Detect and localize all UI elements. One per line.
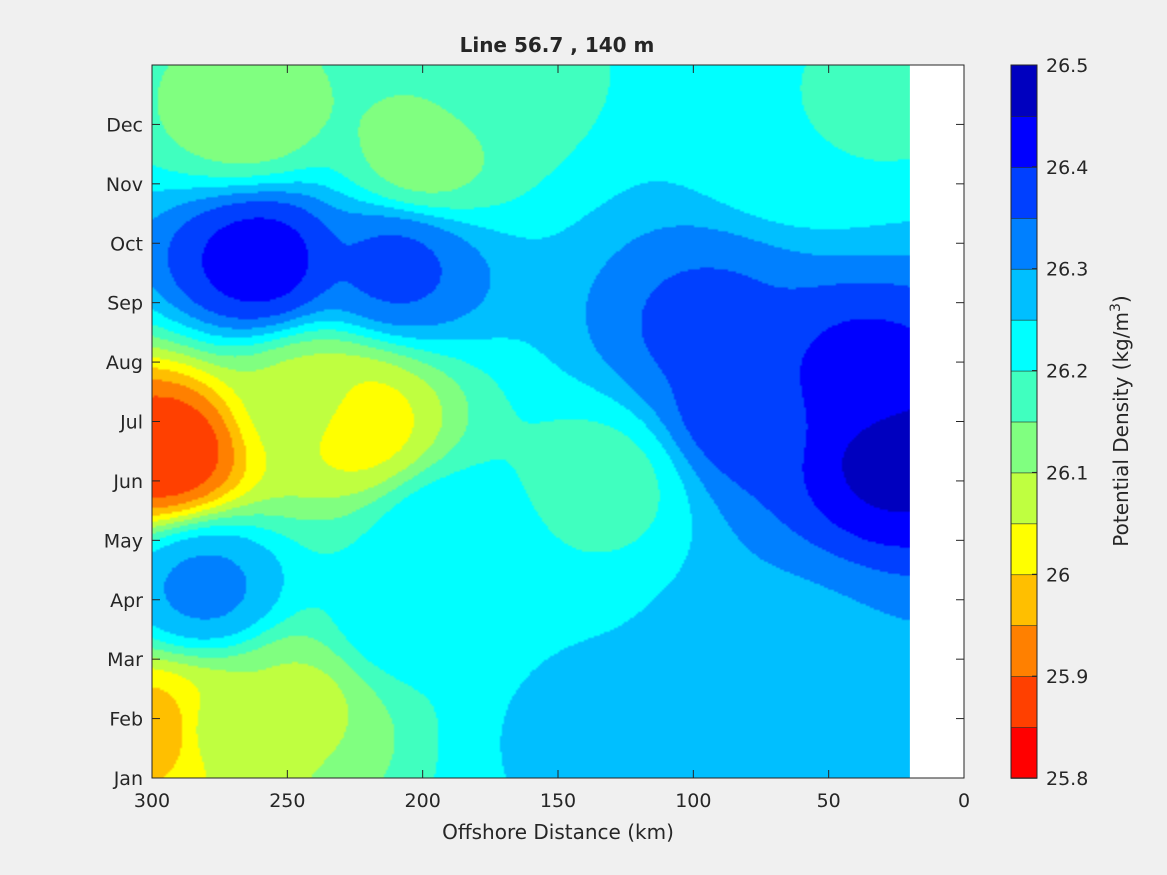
colorbar-level xyxy=(1010,217,1038,270)
colorbar-tick-label: 26 xyxy=(1046,564,1070,586)
x-tick-label: 100 xyxy=(675,790,711,812)
x-tick-label: 250 xyxy=(269,790,305,812)
colorbar: 25.8 25.9 26 26.1 26.2 26.3 26.4 26.5 Potential… xyxy=(1010,55,1133,790)
colorbar-level xyxy=(1010,573,1038,627)
colorbar-tick-label: 26.2 xyxy=(1046,361,1088,383)
colorbar-tick-label: 25.8 xyxy=(1046,768,1088,790)
chart-title: Line 56.7 , 140 m xyxy=(460,33,655,57)
colorbar-ticks: 25.8 25.9 26 26.1 26.2 26.3 26.4 26.5 xyxy=(1032,55,1088,790)
colorbar-level xyxy=(1010,64,1038,117)
y-tick-label: Mar xyxy=(107,649,143,671)
colorbar-frame xyxy=(1010,64,1038,779)
colorbar-tick-label: 25.9 xyxy=(1046,666,1088,688)
y-tick-label: Sep xyxy=(107,293,143,315)
heatmap-image xyxy=(152,65,910,778)
y-tick-label: Jun xyxy=(112,471,143,493)
colorbar-blocks xyxy=(1010,64,1038,779)
colorbar-level xyxy=(1010,726,1038,779)
colorbar-level xyxy=(1010,421,1038,474)
x-tick-label: 150 xyxy=(540,790,576,812)
y-tick-label: Jan xyxy=(113,768,143,790)
colorbar-tick-label: 26.1 xyxy=(1046,462,1088,484)
colorbar-level xyxy=(1010,472,1038,525)
y-tick-label: Jul xyxy=(119,412,143,434)
colorbar-level xyxy=(1010,268,1038,321)
colorbar-tick-label: 26.4 xyxy=(1046,157,1088,179)
colorbar-level xyxy=(1010,319,1038,372)
y-tick-label: Nov xyxy=(106,174,143,196)
colorbar-level xyxy=(1010,523,1038,576)
ticks-layer: 300 250 200 150 100 50 0 Jan Feb Mar Apr May Jun Jul A… xyxy=(104,65,970,812)
x-tick-label: 0 xyxy=(958,790,970,812)
x-tick-label: 300 xyxy=(134,790,170,812)
x-tick-label: 50 xyxy=(817,790,841,812)
y-tick-label: May xyxy=(104,530,143,552)
x-tick-label: 200 xyxy=(405,790,441,812)
colorbar-tick-label: 26.5 xyxy=(1046,55,1088,77)
colorbar-label: Potential Density (kg/m3) xyxy=(1108,295,1133,546)
x-axis-label: Offshore Distance (km) xyxy=(442,820,674,844)
y-tick-label: Apr xyxy=(110,590,143,612)
colorbar-level xyxy=(1010,115,1038,168)
y-tick-label: Aug xyxy=(106,352,143,374)
y-tick-label: Dec xyxy=(106,114,143,136)
colorbar-level xyxy=(1010,624,1038,677)
y-tick-label: Feb xyxy=(109,709,143,731)
colorbar-tick-label: 26.3 xyxy=(1046,259,1088,281)
plot-area: 300 250 200 150 100 50 0 Jan Feb Mar Apr May Jun Jul A… xyxy=(104,64,970,812)
colorbar-level xyxy=(1010,370,1038,423)
colorbar-level xyxy=(1010,675,1038,728)
colorbar-level xyxy=(1010,166,1038,219)
y-tick-label: Oct xyxy=(110,233,143,255)
